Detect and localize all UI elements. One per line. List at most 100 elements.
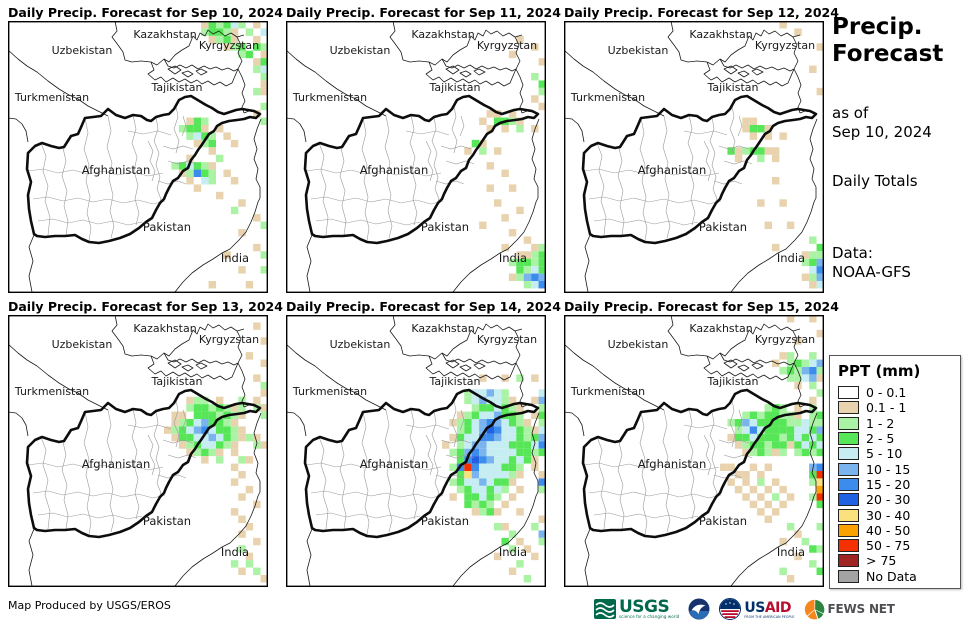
country-label-afghanistan: Afghanistan <box>82 163 150 177</box>
legend-entry: 30 - 40 <box>838 507 952 522</box>
map-frame <box>564 21 824 293</box>
legend-entry-label: 15 - 20 <box>866 476 911 492</box>
country-label-india: India <box>777 545 805 559</box>
fews-net-globe-icon <box>804 599 824 619</box>
country-label-uzbekistan: Uzbekistan <box>330 44 391 57</box>
country-label-kazakhstan: Kazakhstan <box>133 322 196 335</box>
map-frame <box>286 21 546 293</box>
map-panel-0: Daily Precip. Forecast for Sep 10, 2024 K… <box>8 5 283 293</box>
country-borders <box>8 21 262 293</box>
usaid-seal-icon <box>719 598 742 620</box>
country-label-kyrgyzstan: Kyrgyzstan <box>199 39 259 52</box>
country-label-india: India <box>221 251 249 265</box>
color-swatch <box>838 447 859 461</box>
country-label-turkmenistan: Turkmenistan <box>14 91 89 104</box>
map-panel-title: Daily Precip. Forecast for Sep 14, 2024 <box>286 299 561 314</box>
country-label-turkmenistan: Turkmenistan <box>14 385 89 398</box>
map-panel-title: Daily Precip. Forecast for Sep 13, 2024 <box>8 299 283 314</box>
precip-cells <box>171 21 268 289</box>
country-label-turkmenistan: Turkmenistan <box>292 91 367 104</box>
map-panel-3: Daily Precip. Forecast for Sep 13, 2024 K… <box>8 299 283 587</box>
map-panel-title: Daily Precip. Forecast for Sep 10, 2024 <box>8 5 283 20</box>
country-label-afghanistan: Afghanistan <box>638 163 706 177</box>
country-label-afghanistan: Afghanistan <box>638 457 706 471</box>
map-frame <box>286 315 546 587</box>
country-label-pakistan: Pakistan <box>699 220 747 234</box>
map-panel-5: Daily Precip. Forecast for Sep 15, 2024 K… <box>564 299 839 587</box>
country-label-uzbekistan: Uzbekistan <box>52 44 113 57</box>
afghanistan-border <box>303 388 540 539</box>
province-borders <box>583 105 753 242</box>
country-borders <box>564 21 818 293</box>
country-label-afghanistan: Afghanistan <box>360 163 428 177</box>
data-source-label: Data: <box>832 244 873 262</box>
country-label-turkmenistan: Turkmenistan <box>570 385 645 398</box>
legend-entry: 1 - 2 <box>838 416 952 431</box>
country-label-kazakhstan: Kazakhstan <box>689 28 752 41</box>
map-panel-1: Daily Precip. Forecast for Sep 11, 2024 K… <box>286 5 561 293</box>
map-panel-title: Daily Precip. Forecast for Sep 12, 2024 <box>564 5 839 20</box>
country-label-india: India <box>221 545 249 559</box>
legend-entry-label: 2 - 5 <box>866 431 895 447</box>
legend-entry: No Data <box>838 569 952 584</box>
footer-credit: Map Produced by USGS/EROS <box>8 599 171 612</box>
precip-cells <box>720 315 824 583</box>
country-label-uzbekistan: Uzbekistan <box>330 338 391 351</box>
province-borders <box>305 105 475 242</box>
color-swatch <box>838 477 859 491</box>
usaid-logo-tagline: FROM THE AMERICAN PEOPLE <box>744 614 795 619</box>
country-label-kazakhstan: Kazakhstan <box>411 28 474 41</box>
country-label-tajikistan: Tajikistan <box>429 81 481 94</box>
legend-entry: 50 - 75 <box>838 538 952 553</box>
usaid-logo-text-aid: AID <box>764 599 792 616</box>
country-label-kyrgyzstan: Kyrgyzstan <box>477 333 537 346</box>
province-borders <box>27 105 197 242</box>
country-label-tajikistan: Tajikistan <box>429 375 481 388</box>
legend-entry: 5 - 10 <box>838 446 952 461</box>
legend-entry: 10 - 15 <box>838 461 952 476</box>
legend-entry-label: 50 - 75 <box>866 538 911 554</box>
country-label-uzbekistan: Uzbekistan <box>52 338 113 351</box>
color-swatch <box>838 569 859 583</box>
legend-entry-label: 0 - 0.1 <box>866 385 907 401</box>
legend-entry: 0 - 0.1 <box>838 385 952 400</box>
legend-entry-label: 20 - 30 <box>866 492 911 508</box>
usgs-wave-icon <box>594 599 616 619</box>
as-of-date: Sep 10, 2024 <box>832 123 932 141</box>
map-panel-title: Daily Precip. Forecast for Sep 11, 2024 <box>286 5 561 20</box>
usgs-logo-tagline: science for a changing world <box>619 613 680 619</box>
afghanistan-border <box>303 94 540 245</box>
country-label-kazakhstan: Kazakhstan <box>411 322 474 335</box>
precip-cells <box>464 35 546 289</box>
province-borders <box>583 399 753 536</box>
usgs-logo-text: USGS <box>619 596 670 617</box>
country-label-kazakhstan: Kazakhstan <box>689 322 752 335</box>
country-borders <box>286 21 540 293</box>
as-of-block: as of Sep 10, 2024 <box>832 104 932 142</box>
sidebar: Precip. Forecast <box>832 14 966 68</box>
data-source-block: Data: NOAA-GFS <box>832 244 911 282</box>
usaid-logo-text-us: US <box>744 599 765 616</box>
country-label-kazakhstan: Kazakhstan <box>133 28 196 41</box>
province-borders <box>27 399 197 536</box>
country-borders <box>564 315 818 587</box>
as-of-label: as of <box>832 104 869 122</box>
afghanistan-border <box>25 94 262 245</box>
country-label-india: India <box>499 251 527 265</box>
country-label-pakistan: Pakistan <box>421 514 469 528</box>
map-panel-title: Daily Precip. Forecast for Sep 15, 2024 <box>564 299 839 314</box>
legend-entry: 40 - 50 <box>838 523 952 538</box>
legend-entry: 2 - 5 <box>838 431 952 446</box>
legend-entry-label: 10 - 15 <box>866 461 911 477</box>
precip-cells <box>442 374 546 583</box>
